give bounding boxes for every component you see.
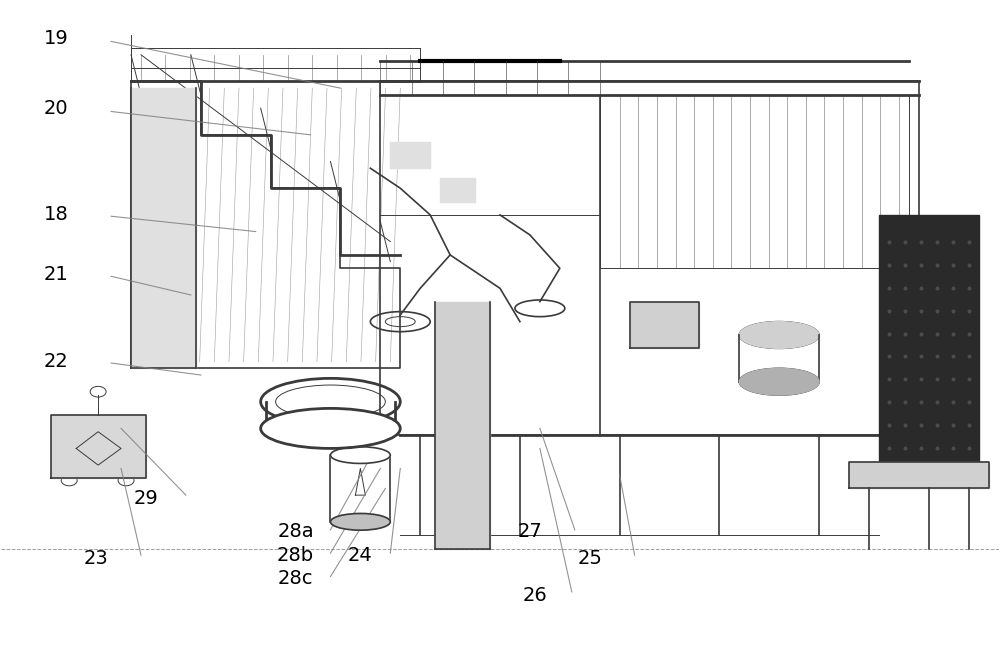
Bar <box>440 178 475 202</box>
Text: 28c: 28c <box>278 569 313 588</box>
Bar <box>131 88 196 368</box>
Ellipse shape <box>330 513 390 530</box>
Text: 29: 29 <box>134 489 158 508</box>
Text: 28a: 28a <box>277 523 314 541</box>
Bar <box>435 302 490 549</box>
Text: 22: 22 <box>44 352 69 371</box>
Bar <box>51 415 146 478</box>
Ellipse shape <box>739 369 819 395</box>
Text: 21: 21 <box>44 265 69 285</box>
Bar <box>879 215 979 468</box>
Text: 23: 23 <box>84 549 108 568</box>
Bar <box>630 302 699 348</box>
Ellipse shape <box>261 409 400 448</box>
Bar <box>390 141 430 168</box>
Text: 28b: 28b <box>277 545 314 565</box>
Text: 18: 18 <box>44 206 69 224</box>
Text: 27: 27 <box>518 523 542 541</box>
Text: 24: 24 <box>348 545 373 565</box>
Text: 26: 26 <box>523 586 547 605</box>
Text: 20: 20 <box>44 98 69 118</box>
Text: 25: 25 <box>577 549 602 568</box>
Ellipse shape <box>330 447 390 464</box>
Ellipse shape <box>739 322 819 348</box>
Text: 19: 19 <box>44 29 69 48</box>
Bar <box>849 462 989 488</box>
